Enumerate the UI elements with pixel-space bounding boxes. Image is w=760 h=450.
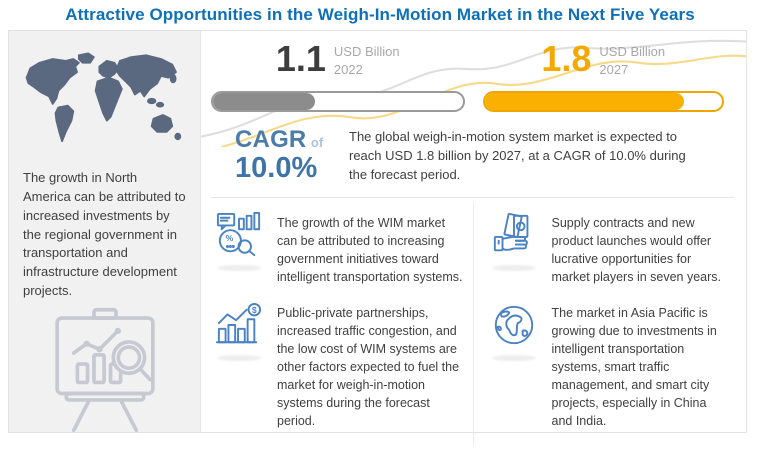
bullet-asia-pacific: The market in Asia Pacific is growing du…	[488, 302, 731, 430]
year-label: 2027	[599, 61, 629, 77]
cagr-value: 10.0%	[235, 152, 318, 184]
driver-bullets: % The growth of the WIM market can be at…	[211, 201, 735, 446]
cagr-label: CAGR	[235, 126, 307, 153]
progress-fill-2022	[213, 93, 316, 110]
bullets-left-column: % The growth of the WIM market can be at…	[211, 202, 473, 446]
icon-shadow	[491, 354, 536, 361]
bullet-wim-growth: % The growth of the WIM market can be at…	[213, 211, 469, 286]
cagr-figure: CAGR of 10.0%	[235, 126, 343, 185]
globe-icon	[491, 305, 537, 352]
bullet-market-factors: $ Public-private partnerships, increased…	[213, 302, 469, 430]
icon-shadow	[491, 264, 536, 271]
market-analytics-icon: %	[216, 211, 262, 262]
cagr-section: CAGR of 10.0% The global weigh-in-motion…	[211, 126, 734, 185]
cagr-of: of	[310, 135, 324, 150]
market-forecast-text: The global weigh-in-motion system market…	[349, 129, 686, 182]
stat-2022: 1.1 USD Billion 2022	[211, 39, 473, 112]
bullet-text: Public-private partnerships, increased t…	[277, 305, 460, 428]
svg-text:%: %	[226, 232, 234, 242]
stat-2027: 1.8 USD Billion 2027	[473, 39, 735, 112]
svg-text:$: $	[252, 305, 257, 315]
infographic-panel: The growth in North America can be attri…	[8, 30, 747, 446]
market-size-stats: 1.1 USD Billion 2022 1.8 USD Billion 202…	[211, 39, 734, 112]
page-title: Attractive Opportunities in the Weigh-In…	[65, 5, 695, 24]
bullets-right-column: Supply contracts and new product launche…	[472, 201, 735, 446]
presentation-analysis-icon	[39, 307, 171, 445]
money-hand-icon	[491, 212, 537, 262]
world-map	[21, 49, 189, 153]
unit-label: USD Billion	[333, 44, 400, 59]
bullet-text: The growth of the WIM market can be attr…	[277, 215, 463, 284]
region-sidebar: The growth in North America can be attri…	[9, 31, 201, 433]
icon-shadow	[217, 264, 261, 271]
bullet-text: The market in Asia Pacific is growing du…	[551, 305, 717, 428]
icon-shadow	[217, 354, 261, 361]
progress-fill-2027	[484, 93, 684, 110]
bullet-supply-contracts: Supply contracts and new product launche…	[488, 212, 731, 286]
year-label: 2022	[333, 61, 363, 77]
unit-label: USD Billion	[599, 44, 666, 59]
progress-bar-2022	[211, 91, 465, 112]
market-value-2027: 1.8	[541, 38, 592, 79]
market-value-2022: 1.1	[275, 38, 326, 79]
north-america-note: The growth in North America can be attri…	[23, 170, 186, 299]
section-divider	[211, 196, 734, 198]
market-summary-main: 1.1 USD Billion 2022 1.8 USD Billion 202…	[201, 31, 746, 446]
bullet-text: Supply contracts and new product launche…	[551, 215, 722, 284]
growth-chart-icon: $	[216, 302, 262, 352]
progress-bar-2027	[482, 91, 724, 112]
